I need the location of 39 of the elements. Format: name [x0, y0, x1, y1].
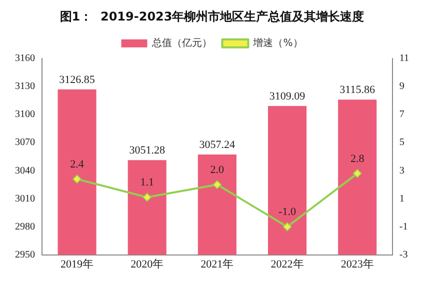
- y-tick-label: 3010: [15, 193, 35, 204]
- data-label: 3115.86: [340, 84, 376, 96]
- y2-tick-label: 3: [399, 165, 404, 176]
- point: [352, 168, 362, 178]
- data-label: 3051.28: [129, 144, 166, 156]
- x-tick-label: 2020年: [130, 258, 164, 270]
- y2-tick-label: 9: [399, 81, 404, 92]
- point: [212, 180, 222, 190]
- y-tick-label: 3040: [15, 165, 35, 176]
- y2-tick-label: 7: [399, 109, 404, 120]
- x-tick-label: 2023年: [340, 258, 374, 270]
- y-tick-label: 3100: [15, 109, 35, 120]
- y2-tick-label: 1: [399, 193, 404, 204]
- data-label: 2.0: [210, 164, 225, 176]
- data-label: 2.4: [70, 158, 84, 170]
- y2-tick-label: 11: [399, 53, 410, 64]
- legend-label: 总值（亿元）: [151, 36, 212, 49]
- data-label: 3126.85: [59, 74, 96, 86]
- point: [282, 222, 292, 232]
- data-label: 1.1: [140, 176, 154, 189]
- data-label: 3057.24: [199, 138, 236, 151]
- data-label: -1.0: [278, 206, 296, 218]
- y2-tick-label: -3: [399, 249, 408, 260]
- y2-tick-label: 5: [399, 137, 404, 148]
- legend-label: 增速（%）: [252, 36, 303, 49]
- data-label: 2.8: [350, 152, 365, 165]
- y-tick-label: 2980: [15, 221, 35, 232]
- point: [142, 192, 152, 202]
- chart-title: 图1： 2019-2023年柳州市地区生产总值及其增长速度: [60, 9, 364, 24]
- y2-tick-label: -1: [399, 221, 408, 232]
- x-tick-label: 2022年: [270, 258, 304, 270]
- y-tick-label: 2950: [15, 249, 35, 260]
- y-tick-label: 3130: [15, 81, 35, 92]
- x-tick-label: 2019年: [60, 258, 94, 270]
- y-tick-label: 3070: [15, 137, 35, 148]
- data-label: 3109.09: [269, 90, 306, 102]
- x-tick-label: 2021年: [200, 258, 234, 270]
- point: [72, 174, 82, 184]
- y-tick-label: 3160: [15, 53, 35, 64]
